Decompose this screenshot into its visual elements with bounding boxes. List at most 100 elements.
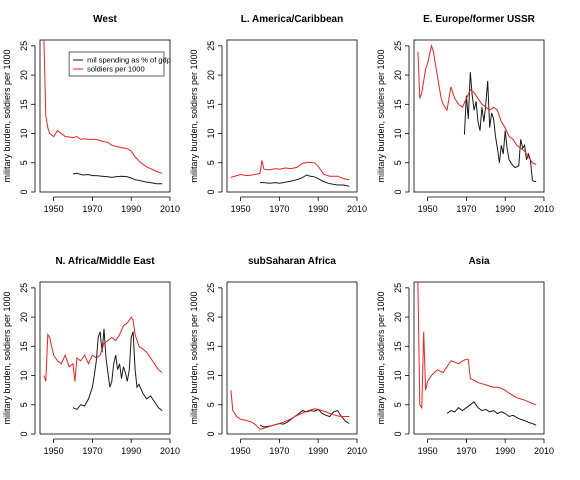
y-tick-label: 25 (393, 41, 403, 51)
x-tick-label: 1970 (269, 446, 289, 456)
series-line-soldiers (230, 160, 350, 181)
y-tick-label: 0 (206, 189, 216, 194)
plot-frame (39, 39, 171, 193)
legend-label: soldiers per 1000 (87, 65, 145, 74)
y-tick-label: 0 (393, 189, 403, 194)
y-tick-label: 10 (206, 129, 216, 139)
y-axis-label: military burden, soldiers per 1000 (2, 49, 12, 182)
y-axis-label: military burden, soldiers per 1000 (189, 291, 199, 424)
y-tick-label: 15 (19, 341, 29, 351)
y-tick-label: 10 (19, 371, 29, 381)
x-tick-label: 1990 (121, 446, 141, 456)
y-tick-label: 15 (393, 99, 403, 109)
y-tick-label: 0 (206, 431, 216, 436)
y-tick-label: 20 (19, 70, 29, 80)
x-tick-label: 2010 (347, 446, 367, 456)
panel-title: N. Africa/Middle East (55, 256, 155, 267)
x-tick-label: 2010 (347, 204, 367, 214)
panel-title: West (93, 14, 117, 25)
y-tick-label: 10 (206, 371, 216, 381)
y-tick-label: 25 (206, 283, 216, 293)
y-tick-label: 25 (206, 41, 216, 51)
x-tick-label: 1990 (308, 446, 328, 456)
y-tick-label: 15 (19, 99, 29, 109)
plot-frame (413, 281, 545, 435)
panel-2: L. America/Caribbean 1950 1970 1990 2010 0 5 10… (189, 14, 367, 214)
y-tick-label: 10 (19, 129, 29, 139)
x-tick-label: 1950 (44, 446, 64, 456)
series-line-soldiers (417, 282, 537, 410)
y-tick-label: 20 (393, 70, 403, 80)
legend-box (68, 51, 165, 77)
x-tick-label: 1990 (495, 446, 515, 456)
y-tick-label: 10 (393, 371, 403, 381)
x-tick-label: 2010 (534, 446, 554, 456)
y-tick-label: 5 (393, 160, 403, 165)
panel-title: E. Europe/former USSR (423, 14, 535, 25)
x-tick-label: 1970 (82, 446, 102, 456)
plot-frame (413, 39, 545, 193)
x-tick-label: 2010 (534, 204, 554, 214)
series-line-soldiers (417, 43, 537, 165)
y-tick-label: 5 (206, 402, 216, 407)
panel-1: West 1950 1970 1990 2010 0 5 10 15 20 25 military b… (2, 14, 180, 214)
x-tick-label: 1950 (418, 204, 438, 214)
x-tick-label: 1970 (456, 204, 476, 214)
series-line-soldiers (43, 316, 163, 382)
y-tick-label: 5 (19, 402, 29, 407)
legend-label: mil spending as % of gdp (87, 56, 171, 65)
y-tick-label: 15 (206, 99, 216, 109)
y-tick-label: 25 (19, 283, 29, 293)
x-tick-label: 1970 (269, 204, 289, 214)
panel-title: Asia (468, 256, 490, 267)
panel-title: L. America/Caribbean (241, 14, 343, 25)
x-tick-label: 1990 (121, 204, 141, 214)
series-line-mil-spending (72, 328, 163, 411)
y-tick-label: 25 (393, 283, 403, 293)
series-line-mil-spending (260, 174, 350, 187)
x-tick-label: 1970 (82, 204, 102, 214)
y-axis-label: military burden, soldiers per 1000 (376, 291, 386, 424)
x-tick-label: 1950 (231, 446, 251, 456)
y-tick-label: 0 (19, 189, 29, 194)
y-axis-label: military burden, soldiers per 1000 (376, 49, 386, 182)
y-tick-label: 20 (206, 70, 216, 80)
y-tick-label: 15 (393, 341, 403, 351)
x-tick-label: 1950 (44, 204, 64, 214)
plot-frame (226, 281, 358, 435)
panel-5: subSaharan Africa 1950 1970 1990 2010 0 5 10 15 2… (189, 256, 367, 456)
y-tick-label: 25 (19, 41, 29, 51)
y-tick-label: 15 (206, 341, 216, 351)
panel-6: Asia 1950 1970 1990 2010 0 5 10 15 20 25 military b… (376, 256, 554, 456)
x-tick-label: 2010 (160, 204, 180, 214)
series-line-soldiers (230, 390, 350, 430)
x-tick-label: 1950 (418, 446, 438, 456)
series-line-mil-spending (463, 72, 537, 182)
y-tick-label: 20 (393, 312, 403, 322)
plot-frame (39, 281, 171, 435)
series-line-mil-spending (446, 401, 537, 426)
series-line-soldiers (43, 40, 163, 174)
y-tick-label: 5 (206, 160, 216, 165)
y-axis-label: military burden, soldiers per 1000 (189, 49, 199, 182)
y-tick-label: 5 (393, 402, 403, 407)
panel-title: subSaharan Africa (248, 256, 336, 267)
x-tick-label: 2010 (160, 446, 180, 456)
y-tick-label: 10 (393, 129, 403, 139)
x-tick-label: 1990 (308, 204, 328, 214)
y-tick-label: 5 (19, 160, 29, 165)
y-tick-label: 20 (19, 312, 29, 322)
y-tick-label: 20 (206, 312, 216, 322)
plot-frame (226, 39, 358, 193)
x-tick-label: 1990 (495, 204, 515, 214)
y-tick-label: 0 (393, 431, 403, 436)
y-tick-label: 0 (19, 431, 29, 436)
x-tick-label: 1950 (231, 204, 251, 214)
x-tick-label: 1970 (456, 446, 476, 456)
series-line-mil-spending (72, 172, 163, 185)
y-axis-label: military burden, soldiers per 1000 (2, 291, 12, 424)
